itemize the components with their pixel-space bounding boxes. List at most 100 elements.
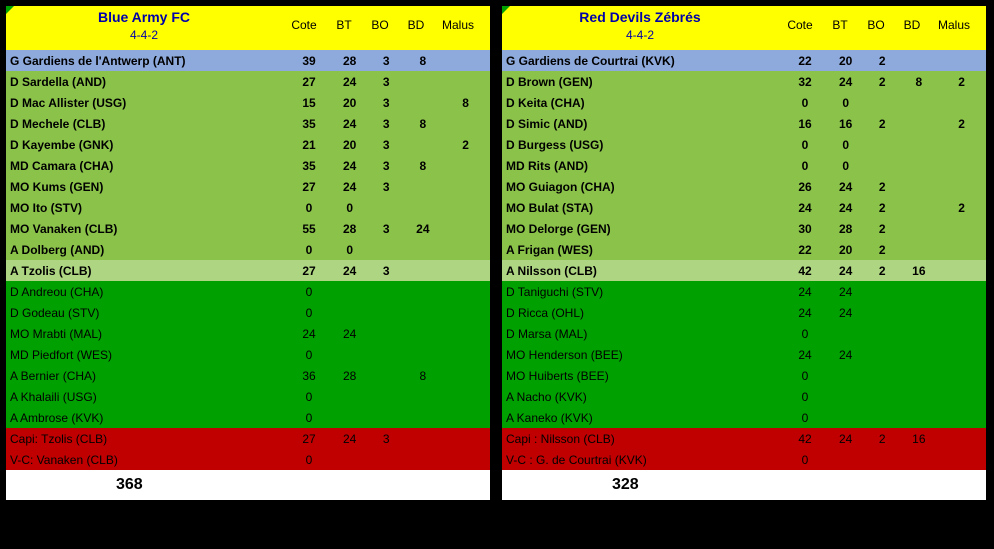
cell: 27 <box>287 71 332 92</box>
cell: 27 <box>287 428 332 449</box>
cell: 3 <box>368 428 405 449</box>
player-label: D Marsa (MAL) <box>502 323 783 344</box>
cell <box>368 344 405 365</box>
cell <box>368 407 405 428</box>
cell: 24 <box>827 428 864 449</box>
cell: 24 <box>827 197 864 218</box>
cell <box>864 449 901 470</box>
cell: 27 <box>287 260 332 281</box>
cell: 24 <box>783 197 828 218</box>
player-label: A Dolberg (AND) <box>6 239 287 260</box>
player-label: D Kayembe (GNK) <box>6 134 287 155</box>
player-row: A Nilsson (CLB)4224216 <box>502 260 986 281</box>
cell <box>827 365 864 386</box>
cell: 3 <box>368 176 405 197</box>
cell <box>368 302 405 323</box>
cell <box>864 407 901 428</box>
cell <box>827 449 864 470</box>
cell <box>937 239 986 260</box>
cell <box>937 344 986 365</box>
cell: 39 <box>287 50 332 71</box>
cell <box>405 197 442 218</box>
player-row: D Brown (GEN)3224282 <box>502 71 986 92</box>
player-label: MO Vanaken (CLB) <box>6 218 287 239</box>
player-label: D Ricca (OHL) <box>502 302 783 323</box>
player-label: D Sardella (AND) <box>6 71 287 92</box>
cell: 0 <box>331 197 368 218</box>
cell: 8 <box>405 155 442 176</box>
cell <box>901 218 938 239</box>
cell: 55 <box>287 218 332 239</box>
player-row: D Mechele (CLB)352438 <box>6 113 490 134</box>
player-row: D Godeau (STV)0 <box>6 302 490 323</box>
player-label: MO Henderson (BEE) <box>502 344 783 365</box>
cell: 16 <box>827 113 864 134</box>
cell <box>864 386 901 407</box>
player-label: MD Rits (AND) <box>502 155 783 176</box>
col-malus: Malus <box>930 18 978 32</box>
cell: 24 <box>331 176 368 197</box>
cell: 3 <box>368 113 405 134</box>
cell: 8 <box>441 92 490 113</box>
player-label: D Taniguchi (STV) <box>502 281 783 302</box>
cell: 0 <box>287 344 332 365</box>
cell: 3 <box>368 92 405 113</box>
cell: 3 <box>368 155 405 176</box>
player-label: MO Delorge (GEN) <box>502 218 783 239</box>
player-label: A Bernier (CHA) <box>6 365 287 386</box>
cell <box>331 449 368 470</box>
cell <box>901 302 938 323</box>
col-bd: BD <box>398 18 434 32</box>
cell <box>405 302 442 323</box>
cell <box>368 449 405 470</box>
cell <box>937 323 986 344</box>
cell <box>937 449 986 470</box>
col-bt: BT <box>822 18 858 32</box>
cell <box>901 134 938 155</box>
cell <box>937 428 986 449</box>
player-label: A Nacho (KVK) <box>502 386 783 407</box>
cell <box>441 113 490 134</box>
cell: 2 <box>937 71 986 92</box>
player-label: A Frigan (WES) <box>502 239 783 260</box>
cell <box>827 386 864 407</box>
cell <box>864 92 901 113</box>
cell: 16 <box>783 113 828 134</box>
player-row: A Khalaili (USG)0 <box>6 386 490 407</box>
player-label: G Gardiens de Courtrai (KVK) <box>502 50 783 71</box>
col-bd: BD <box>894 18 930 32</box>
cell <box>441 176 490 197</box>
player-row: MO Delorge (GEN)30282 <box>502 218 986 239</box>
cell <box>405 176 442 197</box>
cell: 35 <box>287 113 332 134</box>
cell: 24 <box>405 218 442 239</box>
player-row: D Kayembe (GNK)212032 <box>6 134 490 155</box>
player-label: D Godeau (STV) <box>6 302 287 323</box>
cell: 28 <box>331 365 368 386</box>
cell <box>405 239 442 260</box>
cell <box>331 344 368 365</box>
cell <box>368 239 405 260</box>
cell: 28 <box>331 50 368 71</box>
cell: 0 <box>783 92 828 113</box>
cell: 2 <box>864 71 901 92</box>
player-row: MO Ito (STV)00 <box>6 197 490 218</box>
cell: 2 <box>864 239 901 260</box>
cell <box>901 239 938 260</box>
col-malus: Malus <box>434 18 482 32</box>
player-row: D Keita (CHA)00 <box>502 92 986 113</box>
player-row: G Gardiens de Courtrai (KVK)22202 <box>502 50 986 71</box>
cell: 24 <box>827 302 864 323</box>
cell: 3 <box>368 218 405 239</box>
player-label: A Tzolis (CLB) <box>6 260 287 281</box>
cell <box>937 407 986 428</box>
cell <box>827 323 864 344</box>
cell: 24 <box>331 260 368 281</box>
player-row: A Kaneko (KVK)0 <box>502 407 986 428</box>
cell <box>441 344 490 365</box>
cell <box>441 428 490 449</box>
player-label: D Simic (AND) <box>502 113 783 134</box>
col-bo: BO <box>858 18 894 32</box>
cell: 3 <box>368 50 405 71</box>
cell: 24 <box>783 281 828 302</box>
